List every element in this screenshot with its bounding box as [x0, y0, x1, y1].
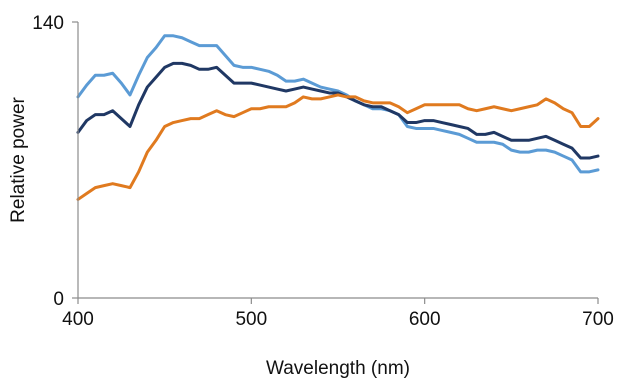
y-axis-label: Relative power: [8, 96, 29, 222]
x-tick-label: 700: [582, 309, 614, 330]
x-tick-label: 400: [62, 309, 94, 330]
series-line-2: [76, 61, 600, 160]
series-line-3: [76, 93, 600, 201]
plot-area: [76, 34, 600, 201]
x-axis-label: Wavelength (nm): [266, 358, 410, 379]
y-tick-label: 0: [53, 289, 64, 310]
x-tick-label: 500: [235, 309, 267, 330]
ticks: 400 500 600 700 0 140: [32, 13, 614, 330]
series-line-1: [76, 34, 600, 174]
y-tick-label: 140: [32, 13, 64, 34]
x-tick-label: 600: [409, 309, 441, 330]
